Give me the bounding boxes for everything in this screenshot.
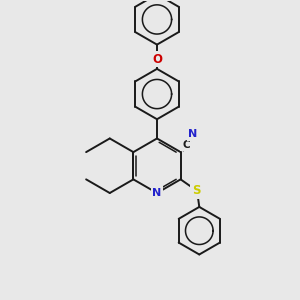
Text: S: S	[192, 184, 201, 197]
Text: N: N	[188, 129, 198, 139]
Text: C: C	[182, 140, 190, 150]
Text: N: N	[152, 188, 162, 198]
Text: O: O	[152, 53, 162, 66]
